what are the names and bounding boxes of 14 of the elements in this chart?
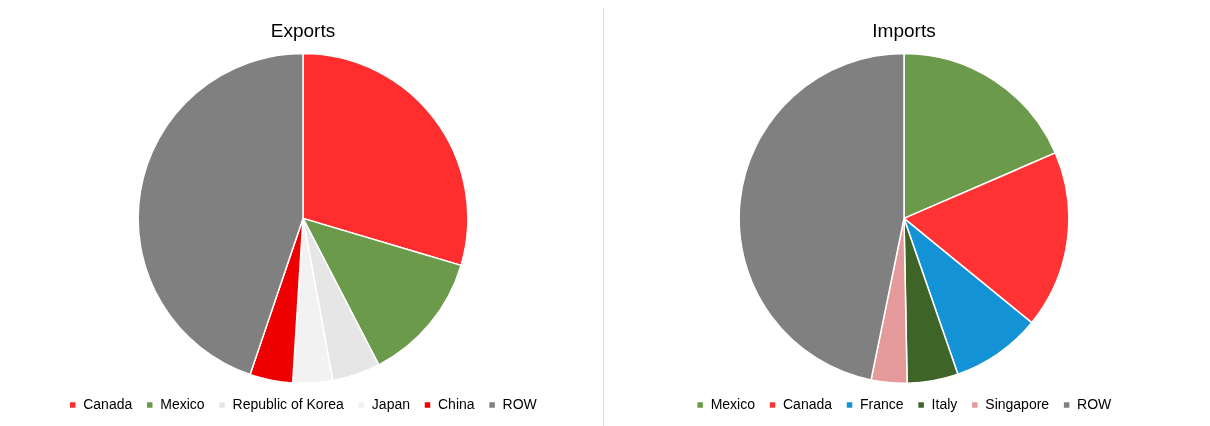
legend-label: ROW [502,395,538,412]
legend-label: Mexico [710,395,756,412]
legend-label: Italy [931,395,958,412]
legend-label: Canada [83,395,133,412]
chart-title: Exports [270,19,336,41]
legend-label: Singapore [985,395,1050,412]
legend-label: ROW [1077,395,1113,412]
legend-label: China [438,395,475,412]
legend-label: Mexico [160,395,205,412]
chart-title: Imports [872,19,936,41]
legend-label: Canada [783,395,833,412]
legend-label: Japan [371,395,411,412]
legend-label: France [860,395,904,412]
legend-label: Republic of Korea [232,395,345,412]
